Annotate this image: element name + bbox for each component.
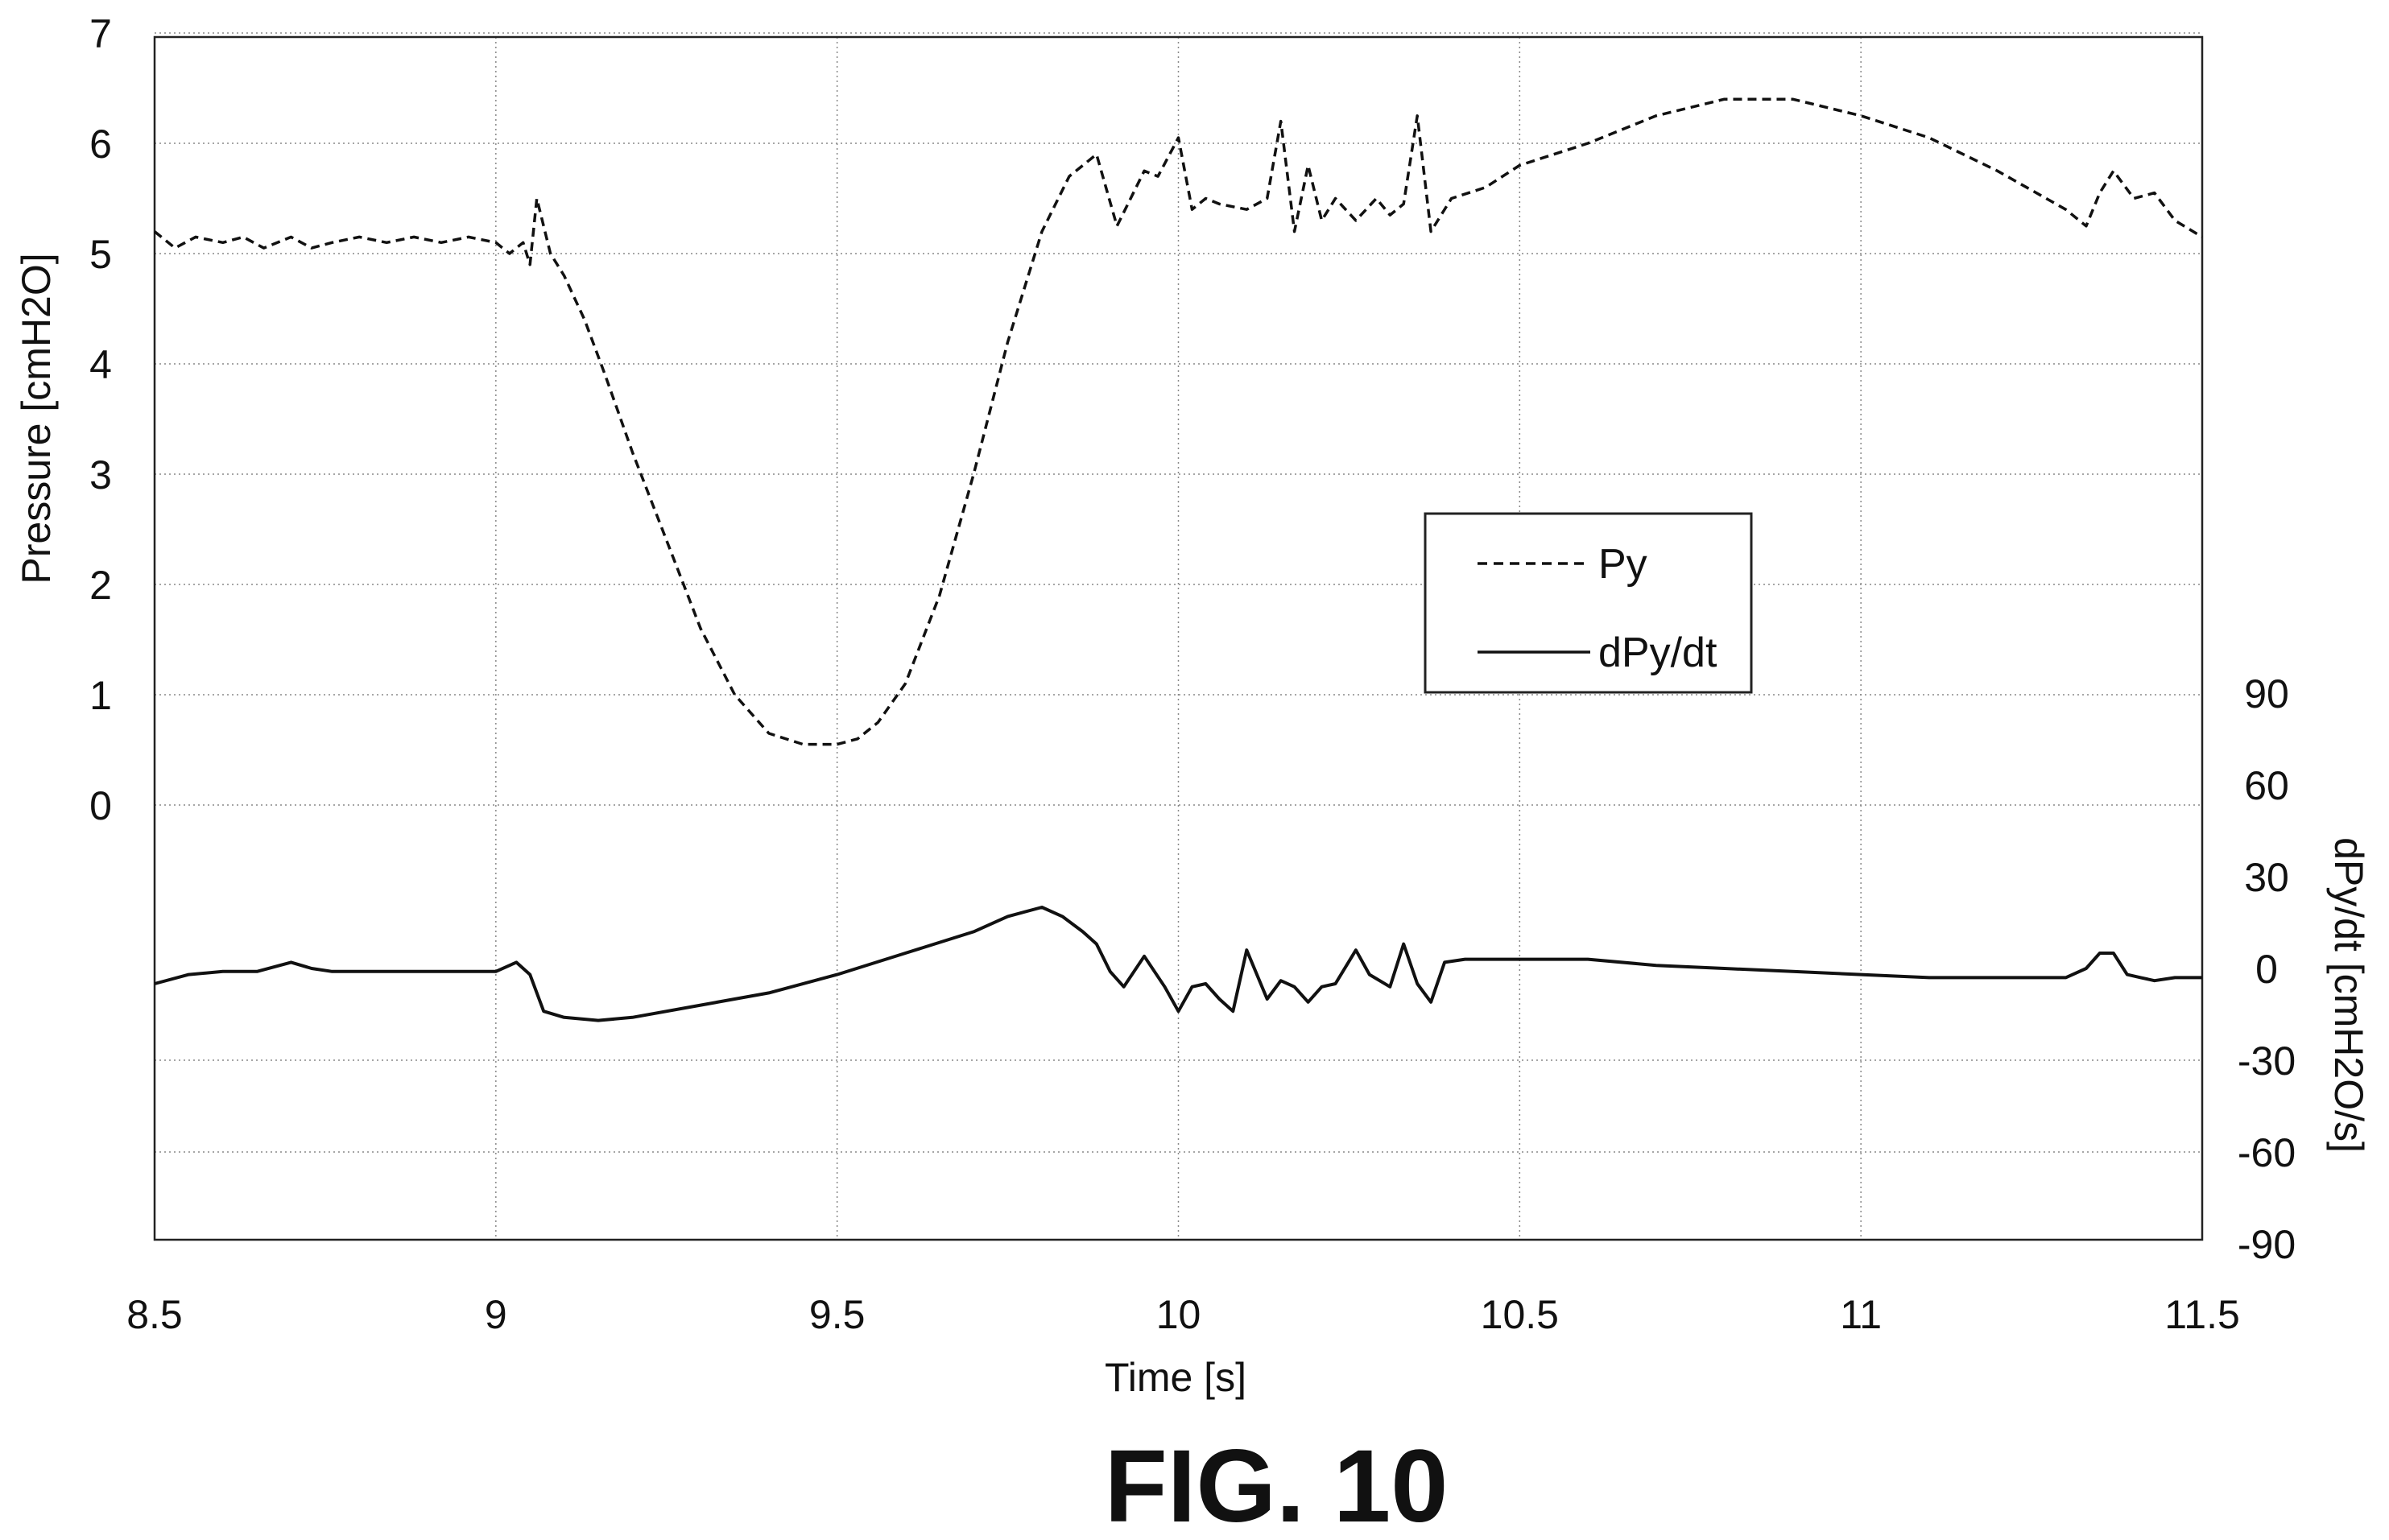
y-left-tick-label: 7 [89,11,112,56]
x-tick-label: 10.5 [1481,1292,1559,1337]
y-right-axis-label: dPy/dt [cmH2O/s] [2326,837,2371,1153]
x-axis-label: Time [s] [1105,1355,1246,1400]
y-right-tick-label: 30 [2244,855,2289,900]
y-left-tick-label: 3 [89,452,112,498]
y-left-tick-labels: 0 1 2 3 4 5 6 7 [89,11,112,828]
x-tick-label: 10 [1156,1292,1201,1337]
x-tick-label: 11 [1840,1292,1882,1337]
y-right-tick-label: 60 [2244,763,2289,808]
series-line-dpydt [154,906,2202,1022]
y-left-tick-label: 2 [89,563,112,608]
y-left-tick-label: 1 [89,673,112,718]
y-left-tick-label: 6 [89,122,112,167]
legend-label-dpydt: dPy/dt [1598,630,1717,676]
y-left-tick-label: 0 [89,783,112,828]
legend-label-py: Py [1598,541,1647,588]
y-right-tick-label: 0 [2255,947,2278,992]
plot-frame [153,35,2204,1241]
x-tick-label: 9 [485,1292,507,1337]
series-line-py [153,97,2203,746]
x-tick-label: 9.5 [809,1292,866,1337]
y-right-tick-label: -90 [2238,1222,2296,1267]
y-right-tick-labels: 90 60 30 0 -30 -60 -90 [2238,671,2296,1267]
series-layer [153,97,2203,1022]
y-right-tick-label: -30 [2238,1038,2296,1084]
y-right-tick-label: 90 [2244,671,2289,716]
y-left-tick-label: 5 [89,232,112,277]
y-left-axis-label: Pressure [cmH2O] [14,253,59,584]
y-left-tick-label: 4 [89,342,112,387]
x-tick-label: 11.5 [2164,1292,2240,1337]
legend-box [1424,512,1753,694]
legend: Py dPy/dt [1424,512,1753,694]
figure-label: FIG. 10 [1105,1429,1449,1540]
grid [154,32,2203,1240]
x-tick-label: 8.5 [126,1292,183,1337]
x-tick-labels: 8.5 9 9.5 10 10.5 11 11.5 [126,1292,2240,1337]
y-right-tick-label: -60 [2238,1130,2296,1175]
